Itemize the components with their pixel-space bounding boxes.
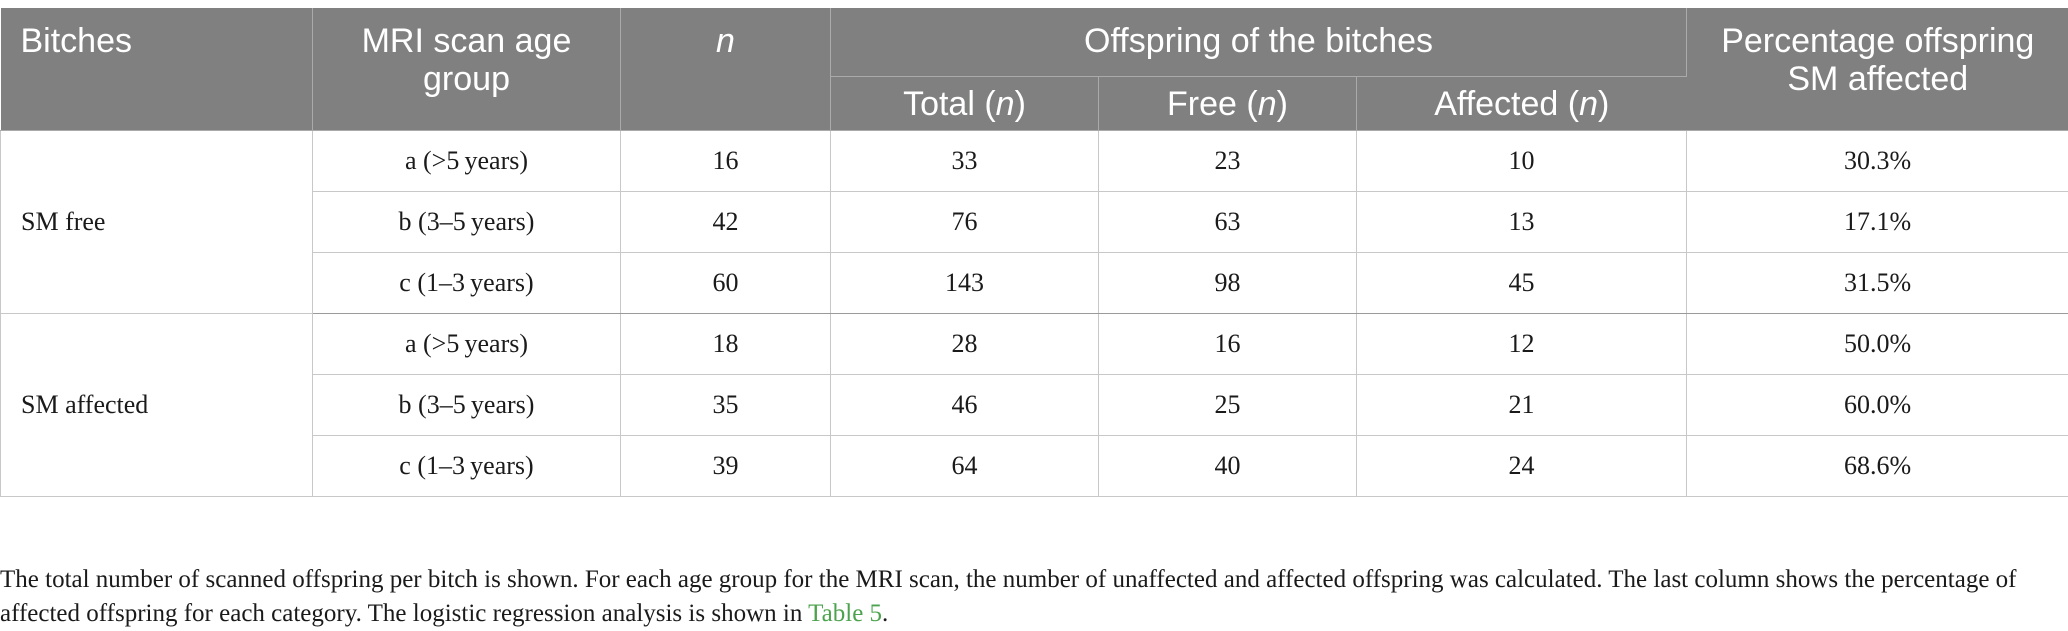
data-table-container: Bitches MRI scan age group n Offspring o… — [0, 8, 2068, 497]
cell-percentage: 60.0% — [1687, 375, 2068, 436]
cell-age: b (3–5 years) — [313, 192, 621, 253]
cell-free: 40 — [1099, 436, 1357, 497]
header-free: Free (n) — [1099, 77, 1357, 131]
cell-n: 39 — [621, 436, 831, 497]
cell-affected: 21 — [1357, 375, 1687, 436]
cell-n: 60 — [621, 253, 831, 314]
cell-affected: 10 — [1357, 131, 1687, 192]
header-mri-group: MRI scan age group — [313, 8, 621, 131]
cell-total: 33 — [831, 131, 1099, 192]
group-label-sm-free: SM free — [1, 131, 313, 314]
table-row: SM affected a (>5 years) 18 28 16 12 50.… — [1, 314, 2068, 375]
caption-end: . — [882, 600, 888, 627]
cell-total: 64 — [831, 436, 1099, 497]
cell-free: 23 — [1099, 131, 1357, 192]
cell-n: 35 — [621, 375, 831, 436]
cell-total: 143 — [831, 253, 1099, 314]
header-bitches: Bitches — [1, 8, 313, 131]
cell-free: 98 — [1099, 253, 1357, 314]
cell-total: 28 — [831, 314, 1099, 375]
cell-free: 25 — [1099, 375, 1357, 436]
table-row: SM free a (>5 years) 16 33 23 10 30.3% — [1, 131, 2068, 192]
cell-age: c (1–3 years) — [313, 436, 621, 497]
cell-n: 42 — [621, 192, 831, 253]
table-5-link[interactable]: Table 5 — [808, 600, 882, 627]
caption-text: The total number of scanned offspring pe… — [0, 566, 2017, 627]
cell-affected: 12 — [1357, 314, 1687, 375]
cell-percentage: 31.5% — [1687, 253, 2068, 314]
cell-age: c (1–3 years) — [313, 253, 621, 314]
cell-affected: 24 — [1357, 436, 1687, 497]
cell-total: 46 — [831, 375, 1099, 436]
offspring-table: Bitches MRI scan age group n Offspring o… — [0, 8, 2068, 497]
table-body: SM free a (>5 years) 16 33 23 10 30.3% b… — [1, 131, 2068, 497]
header-n: n — [621, 8, 831, 131]
cell-age: a (>5 years) — [313, 131, 621, 192]
header-affected: Affected (n) — [1357, 77, 1687, 131]
cell-affected: 13 — [1357, 192, 1687, 253]
cell-percentage: 68.6% — [1687, 436, 2068, 497]
table-header: Bitches MRI scan age group n Offspring o… — [1, 8, 2068, 131]
cell-free: 16 — [1099, 314, 1357, 375]
cell-n: 16 — [621, 131, 831, 192]
cell-age: a (>5 years) — [313, 314, 621, 375]
header-offspring: Offspring of the bitches — [831, 8, 1687, 77]
cell-percentage: 50.0% — [1687, 314, 2068, 375]
cell-n: 18 — [621, 314, 831, 375]
cell-affected: 45 — [1357, 253, 1687, 314]
cell-total: 76 — [831, 192, 1099, 253]
cell-age: b (3–5 years) — [313, 375, 621, 436]
cell-percentage: 17.1% — [1687, 192, 2068, 253]
cell-free: 63 — [1099, 192, 1357, 253]
header-percentage: Percentage offspring SM affected — [1687, 8, 2068, 131]
header-total: Total (n) — [831, 77, 1099, 131]
group-label-sm-affected: SM affected — [1, 314, 313, 497]
table-caption: The total number of scanned offspring pe… — [0, 563, 2040, 631]
cell-percentage: 30.3% — [1687, 131, 2068, 192]
